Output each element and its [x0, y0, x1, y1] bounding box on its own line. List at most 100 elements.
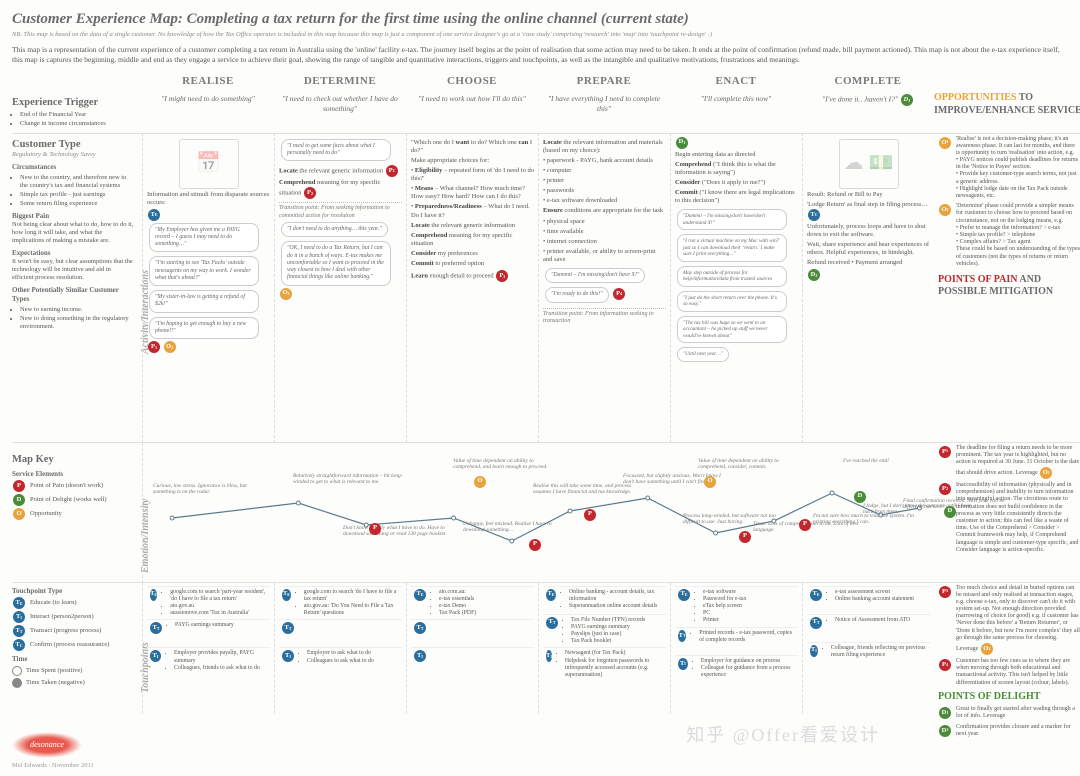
touchpoint-type-icon: TT — [282, 622, 294, 634]
phase-header-1: DETERMINE — [274, 72, 406, 92]
emotion-marker: P — [799, 519, 811, 531]
result-icon: ☁︎ 💵 — [839, 139, 899, 189]
touchpoint-type-icon: TE — [810, 589, 822, 601]
emotion-marker: P — [369, 523, 381, 535]
emotion-marker: P — [529, 539, 541, 551]
touchpoints-col-4: TE e-tax softwarePassword for e-taxeTax … — [670, 583, 802, 713]
phase-header-4: ENACT — [670, 72, 802, 92]
touchpoint-row: TE e-tax softwarePassword for e-taxeTax … — [675, 586, 798, 627]
emotion-marker: P — [584, 509, 596, 521]
phase-header-3: PREPARE — [538, 72, 670, 92]
touchpoint-row: TI — [411, 647, 534, 675]
emotion-note: Curious, low stress. Ignorance is bliss,… — [153, 483, 263, 496]
opp-item: O1'Realise' is not a decision-making pha… — [938, 136, 1080, 201]
touchpoint-type-icon: TE — [678, 589, 690, 601]
map-key-head: Map Key — [12, 453, 134, 466]
touchpoints-col-1: TE google.com to search 'do I have to fi… — [274, 583, 406, 713]
pain-item: P3Too much choice and detail in buried o… — [938, 585, 1080, 656]
right-bottom-panel: P3Too much choice and detail in buried o… — [934, 583, 1080, 713]
clock-icon — [12, 666, 22, 676]
emotion-marker: D — [854, 491, 866, 503]
touchpoint-row: TE google.com to search 'do I have to fi… — [279, 586, 402, 620]
thought-bubble: "My sister-in-law is getting a refund of… — [149, 290, 259, 312]
touchpoint-type-icon: TT — [414, 622, 426, 634]
trigger-head: Experience Trigger — [12, 96, 134, 109]
touchpoint-type-icon: TI — [678, 658, 688, 670]
phase-header-0: REALISE — [142, 72, 274, 92]
touchpoint-row: TI Newsagent (for Tax Pack)Helpdesk for … — [543, 647, 666, 681]
touchpoints-col-2: TE ato.com.au:e-tax essentialse-tax Demo… — [406, 583, 538, 713]
touchpoint-row: TT Tax File Number (TFN) recordsPAYG ear… — [543, 614, 666, 648]
activity-complete: ☁︎ 💵 Result: Refund or Bill to Pay'Lodge… — [802, 133, 934, 443]
touchpoint-type-icon: TI — [414, 650, 426, 662]
cust-type-sub: Regulatory & Technology Savvy — [12, 151, 134, 159]
pain-item: P2Inaccessibility of information (physic… — [938, 482, 1080, 554]
pain-panel-head: POINTS OF PAIN AND POSSIBLE MITIGATION — [938, 274, 1080, 299]
touchpoint-row: TT Printed records - e-tax password, cop… — [675, 627, 798, 655]
touchpoint-row: TE e-tax assessment screenOnline banking… — [807, 586, 930, 614]
touchpoint-type-icon: TT — [546, 617, 558, 629]
other-head: Other Potentially Similar Customer Types — [12, 286, 134, 304]
emotion-marker: O — [474, 476, 486, 488]
opportunities-panel: O1'Realise' is not a decision-making pha… — [934, 133, 1080, 443]
touchpoint-row: TI Employer for guidance on processColle… — [675, 655, 798, 683]
opp-marker: O1 — [164, 341, 176, 353]
transition-point: Transition point: From seeking informati… — [279, 202, 402, 220]
activity-prepare: Locate the relevant information and mate… — [538, 133, 670, 443]
thought-bubble: "I'm starting to see 'Tax Packs' outside… — [149, 256, 259, 286]
activity-enact: D1 Begin entering data as directedCompre… — [670, 133, 802, 443]
activity-choose: "Which one do I want to do? Which one ca… — [406, 133, 538, 443]
opp-item: O2'Determine' phase could provide a simp… — [938, 203, 1080, 268]
touchpoint-row: TE Online banking - account details, tax… — [543, 586, 666, 614]
pain-marker: P4 — [613, 288, 625, 300]
phase-quote-4: "I'll complete this now" — [670, 92, 802, 132]
touchpoint-row: TT PAYG earnings summary — [147, 619, 270, 647]
emotion-note: Unhappy, feel mislead. Realise I have to… — [463, 521, 573, 534]
touchpoint-marker: TE — [148, 209, 160, 221]
touchpoint-row: TT Notice of Assessment from ATO — [807, 614, 930, 642]
thought-bubble: "I'm hoping to get enough to buy a new p… — [149, 317, 259, 339]
logo: desonance — [12, 732, 82, 758]
delight-item: D2Confirmation provides closure and a ma… — [938, 724, 1080, 738]
touchpoint-row: TT — [411, 619, 534, 647]
emotion-note: Relatively straightforward information –… — [293, 473, 403, 486]
opp-marker: O2 — [280, 288, 292, 300]
activity-determine: "I need to get some facts about what I p… — [274, 133, 406, 443]
touchpoint-row: TI Employer to ask what to doColleagues … — [279, 647, 402, 675]
delight-panel-head: POINTS OF DELIGHT — [938, 691, 1080, 704]
pain-marker: P1 — [148, 341, 160, 353]
phase-quote-1: "I need to check out whether I have do s… — [274, 92, 406, 132]
touchpoint-type-icon: TE — [546, 589, 556, 601]
touchpoints-col-0: TE google.com to search 'part-year resid… — [142, 583, 274, 713]
touchpoint-row: TE google.com to search 'part-year resid… — [147, 586, 270, 620]
touchpoint-row: TI Employer provides payslip, PAYG summa… — [147, 647, 270, 675]
phase-quote-3: "I have everything I need to complete th… — [538, 92, 670, 132]
emotion-marker: O — [704, 476, 716, 488]
watermark: 知乎 @Offer看爱设计 — [686, 724, 880, 747]
pain-item: P1The deadline for filing a return needs… — [938, 445, 1080, 480]
touchpoint-row: TI Colleague, friends reflecting on prev… — [807, 642, 930, 670]
touchpoint-type-icon: TT — [678, 630, 686, 642]
trigger-item: End of the Financial Year — [20, 111, 134, 119]
thought-bubble: "My Employer has given me a PAYG record … — [149, 223, 259, 253]
touchpoint-type-icon: TE — [150, 589, 157, 601]
touchpoints-col-3: TE Online banking - account details, tax… — [538, 583, 670, 713]
touchpoint-type-icon: TE — [414, 589, 426, 601]
page-title: Customer Experience Map: Completing a ta… — [12, 10, 1068, 29]
touchpoint-type-icon: TI — [282, 650, 294, 662]
delight-item: D1Great to finally get started after wad… — [938, 706, 1080, 720]
expect-head: Expectations — [12, 249, 134, 258]
delight-marker: D1 — [676, 137, 688, 149]
touchpoint-type-icon: TI — [546, 650, 552, 662]
emotion-chart: Curious, low stress. Ignorance is bliss,… — [142, 443, 934, 583]
transition-point: Transition point: From information seeki… — [543, 308, 666, 326]
page-subtitle: NB. This map is based on the data of a s… — [12, 31, 1068, 39]
touchpoint-type-icon: TT — [810, 617, 822, 629]
activity-realise: 📅 Information and stimuli from disparate… — [142, 133, 274, 443]
phase-header-5: COMPLETE — [802, 72, 934, 92]
emotion-marker: P — [739, 531, 751, 543]
credit: Mel Edwards : November 2011 — [12, 762, 94, 770]
emotion-note: Value of time dependent on ability to co… — [453, 458, 563, 471]
touchpoint-type-icon: TI — [810, 645, 818, 657]
phase-quote-0: "I might need to do something" — [142, 92, 274, 132]
